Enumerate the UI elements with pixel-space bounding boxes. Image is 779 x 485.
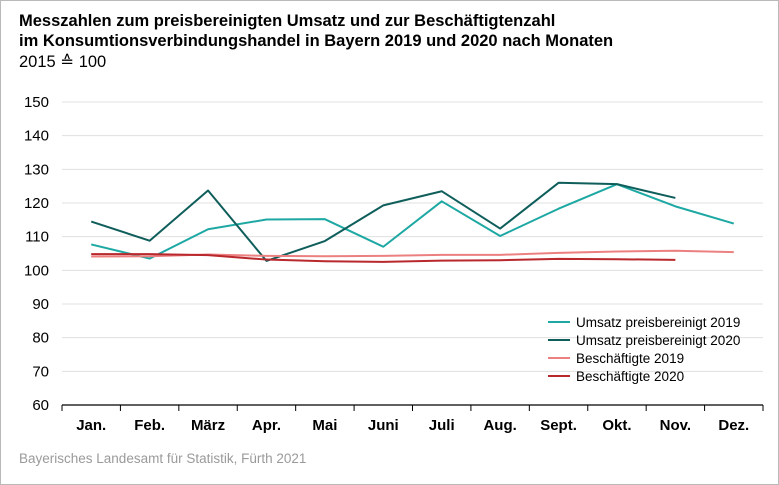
y-tick-label: 150 [24, 94, 49, 111]
legend-label: Beschäftigte 2019 [576, 351, 684, 366]
x-tick-label: Dez. [718, 417, 749, 434]
x-tick-label: Apr. [252, 417, 281, 434]
y-tick-label: 120 [24, 195, 49, 212]
y-tick-label: 110 [25, 229, 49, 246]
legend-label: Beschäftigte 2020 [576, 369, 684, 384]
x-tick-label: Mai [312, 417, 337, 434]
y-tick-label: 80 [32, 330, 49, 347]
series-line-1 [90, 183, 735, 260]
y-tick-label: 70 [32, 363, 49, 380]
y-tick-label: 60 [32, 397, 49, 414]
y-tick-label: 90 [32, 296, 49, 313]
x-tick-label: Jan. [76, 417, 106, 434]
chart-title: Messzahlen zum preisbereinigten Umsatz u… [19, 11, 613, 51]
x-tick-label: Aug. [483, 417, 516, 434]
chart-title-line1: Messzahlen zum preisbereinigten Umsatz u… [19, 12, 556, 30]
x-tick-label: März [191, 417, 225, 434]
legend-label: Umsatz preisbereinigt 2019 [576, 315, 740, 330]
chart-title-line2: im Konsumtionsverbindungshandel in Bayer… [19, 32, 614, 50]
x-tick-label: Feb. [134, 417, 165, 434]
y-tick-label: 130 [24, 161, 49, 178]
chart-subtitle: 2015 ≙ 100 [19, 53, 107, 71]
x-tick-label: Juni [368, 417, 399, 434]
x-tick-label: Juli [429, 417, 455, 434]
x-tick-label: Okt. [602, 417, 631, 434]
y-tick-label: 100 [24, 262, 49, 279]
x-tick-label: Nov. [660, 417, 691, 434]
legend-label: Umsatz preisbereinigt 2020 [576, 333, 740, 348]
source-note: Bayerisches Landesamt für Statistik, Für… [19, 451, 307, 466]
y-tick-label: 140 [24, 128, 49, 145]
series-line-2 [90, 181, 676, 262]
x-tick-label: Sept. [540, 417, 577, 434]
